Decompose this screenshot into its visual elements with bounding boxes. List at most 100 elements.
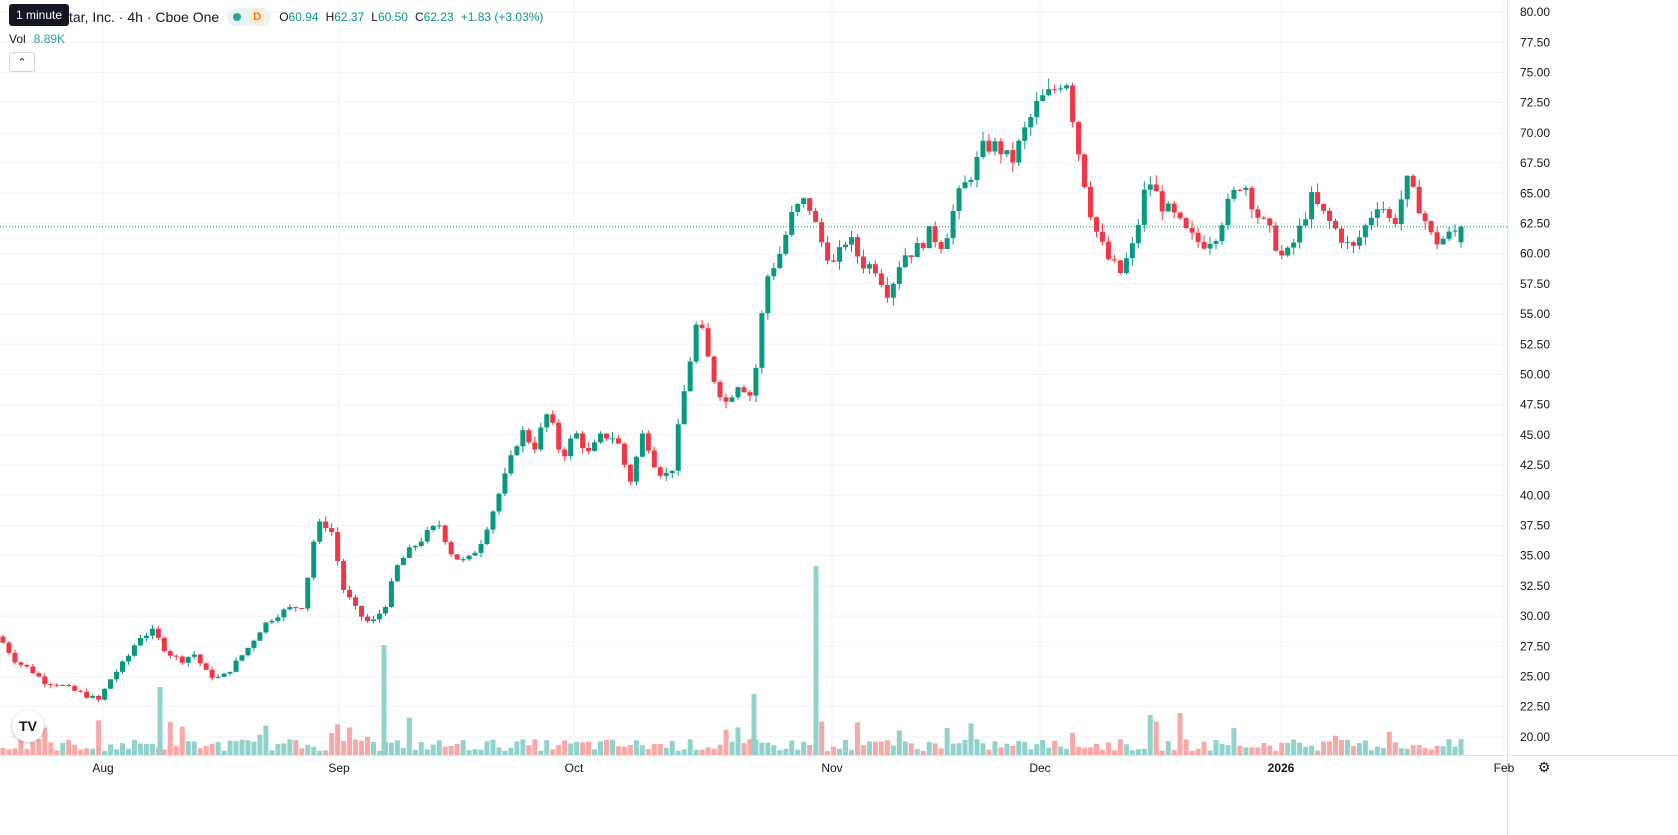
candle-body: [1123, 258, 1129, 274]
volume-bar: [484, 741, 490, 755]
candle-body: [639, 433, 645, 457]
volume-bar: [1207, 750, 1213, 755]
collapse-legend-button[interactable]: ⌃: [9, 52, 35, 72]
volume-bar: [789, 740, 795, 755]
candle-body: [102, 688, 108, 700]
candle-body: [1147, 184, 1153, 190]
volume-bar: [914, 748, 920, 755]
symbol-legend: star, Inc. · 4h · Cboe One D O60.94 H62.…: [62, 8, 543, 26]
candle-body: [1398, 199, 1404, 224]
price-tick-label: 57.50: [1520, 277, 1550, 291]
volume-bar: [992, 741, 998, 755]
volume-bar: [538, 750, 544, 755]
volume-bar: [1099, 749, 1105, 755]
candle-body: [131, 645, 137, 656]
candle-body: [902, 255, 908, 268]
volume-bar: [424, 749, 430, 755]
candle-body: [1422, 213, 1428, 222]
volume-bar: [1159, 750, 1165, 755]
candle-body: [1267, 218, 1273, 226]
volume-bar: [1398, 748, 1404, 755]
price-tick-label: 40.00: [1520, 488, 1550, 502]
candle-body: [735, 387, 741, 398]
settings-gear-icon[interactable]: ⚙: [1537, 758, 1551, 775]
candle-body: [1105, 241, 1111, 260]
candle-body: [944, 238, 950, 249]
price-tick-label: 42.50: [1520, 458, 1550, 472]
candle-body: [1040, 95, 1046, 102]
volume-bar: [179, 726, 185, 755]
candle-body: [1327, 210, 1333, 221]
candle-body: [1219, 225, 1225, 242]
candle-body: [293, 607, 299, 609]
volume-bar: [120, 743, 126, 755]
candle-body: [1410, 175, 1416, 187]
volume-bar: [849, 749, 855, 755]
volume-bar: [251, 741, 257, 755]
volume-bar: [167, 721, 173, 755]
candle-body: [526, 430, 532, 443]
volume-bar: [687, 739, 693, 755]
tradingview-logo-icon[interactable]: TV: [12, 710, 44, 742]
candle-body: [627, 464, 633, 482]
volume-bar: [1165, 741, 1171, 755]
symbol-title[interactable]: star, Inc. · 4h · Cboe One: [62, 9, 220, 25]
candle-body: [801, 198, 807, 204]
candle-body: [1159, 191, 1165, 212]
candle-body: [275, 617, 281, 621]
volume-bar: [12, 748, 18, 755]
volume-bar: [1064, 748, 1070, 755]
volume-bar: [520, 739, 526, 755]
volume-bar: [1297, 742, 1303, 755]
volume-bar: [950, 743, 956, 755]
price-axis: 80.00 77.50 75.00 72.50 70.00 67.50 65.00 62.50…: [1507, 0, 1678, 835]
price-tick-label: 45.00: [1520, 428, 1550, 442]
volume-bar: [1147, 714, 1153, 755]
candle-body: [227, 671, 233, 674]
volume-bar: [908, 743, 914, 755]
candle-body: [191, 654, 197, 657]
volume-bar: [1333, 735, 1339, 755]
candle-body: [1141, 189, 1147, 225]
volume-bar: [293, 740, 299, 755]
volume-legend: Vol 8.89K: [9, 32, 65, 46]
volume-bar: [1189, 750, 1195, 755]
volume-bar: [1303, 746, 1309, 755]
volume-bar: [974, 739, 980, 755]
candlesticks: [0, 78, 1464, 703]
candle-body: [926, 226, 932, 249]
candle-body: [663, 473, 669, 476]
candle-body: [1034, 101, 1040, 118]
candle-body: [615, 438, 621, 444]
volume-bar: [490, 739, 496, 755]
candle-body: [544, 414, 550, 428]
volume-bar: [1261, 742, 1267, 755]
candle-body: [1028, 117, 1034, 128]
candle-body: [12, 652, 18, 663]
time-tick-label: 2026: [1268, 761, 1295, 775]
candle-body: [568, 438, 574, 457]
volume-bar: [269, 750, 275, 755]
volume-bar: [711, 748, 717, 755]
candle-body: [1291, 242, 1297, 248]
volume-bar: [1088, 747, 1094, 755]
candle-body: [866, 264, 872, 269]
volume-bar: [1350, 745, 1356, 755]
volume-bar: [1338, 739, 1344, 755]
volume-bar: [1070, 732, 1076, 755]
volume-bar: [125, 748, 131, 755]
delayed-data-icon: D: [249, 9, 266, 25]
candle-body: [108, 679, 114, 689]
status-pill[interactable]: D: [227, 8, 272, 26]
candle-body: [125, 655, 131, 662]
time-tick-label: Feb: [1494, 761, 1515, 775]
volume-bar: [1094, 743, 1099, 755]
candle-body: [1195, 232, 1201, 242]
candle-body: [681, 391, 687, 425]
candle-body: [723, 397, 729, 402]
volume-bar: [137, 743, 143, 755]
candle-body: [908, 255, 914, 258]
candle-body: [72, 685, 78, 691]
candle-body: [807, 198, 813, 211]
